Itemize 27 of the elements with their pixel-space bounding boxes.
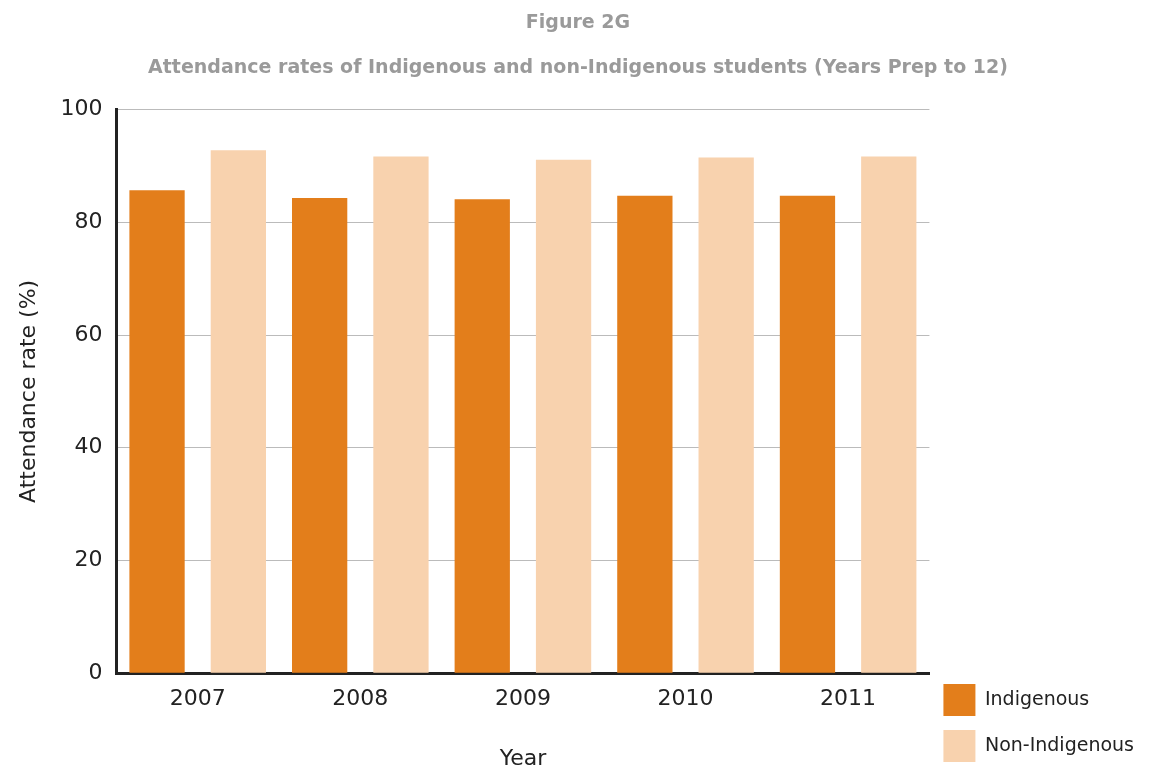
bar <box>698 157 754 673</box>
chart-title: Figure 2G <box>525 10 631 33</box>
y-axis-title: Attendance rate (%) <box>14 279 40 503</box>
y-tick-label: 20 <box>74 546 103 572</box>
legend-label: Non-Indigenous <box>984 732 1134 755</box>
bar <box>454 199 510 673</box>
bar <box>861 156 917 673</box>
bar <box>617 195 673 673</box>
y-tick-label: 80 <box>74 208 103 234</box>
x-axis-title: Year <box>498 744 548 770</box>
x-tick-label: 2011 <box>820 685 877 711</box>
y-tick-label: 60 <box>74 320 103 346</box>
bar <box>779 195 836 673</box>
bar <box>292 198 348 673</box>
legend-label: Indigenous <box>984 686 1090 709</box>
bar <box>210 150 266 673</box>
bar <box>535 159 592 673</box>
bar <box>129 190 185 673</box>
x-tick-label: 2009 <box>494 685 551 711</box>
bar <box>373 156 429 673</box>
y-tick-label: 0 <box>88 658 103 684</box>
x-tick-label: 2008 <box>332 685 389 711</box>
y-tick-label: 100 <box>60 95 103 121</box>
x-tick-label: 2010 <box>657 685 714 711</box>
chart-subtitle: Attendance rates of Indigenous and non-Indigenous students (Years Prep to 12) <box>148 55 1008 78</box>
x-tick-label: 2007 <box>169 685 226 711</box>
y-tick-label: 40 <box>74 433 103 459</box>
